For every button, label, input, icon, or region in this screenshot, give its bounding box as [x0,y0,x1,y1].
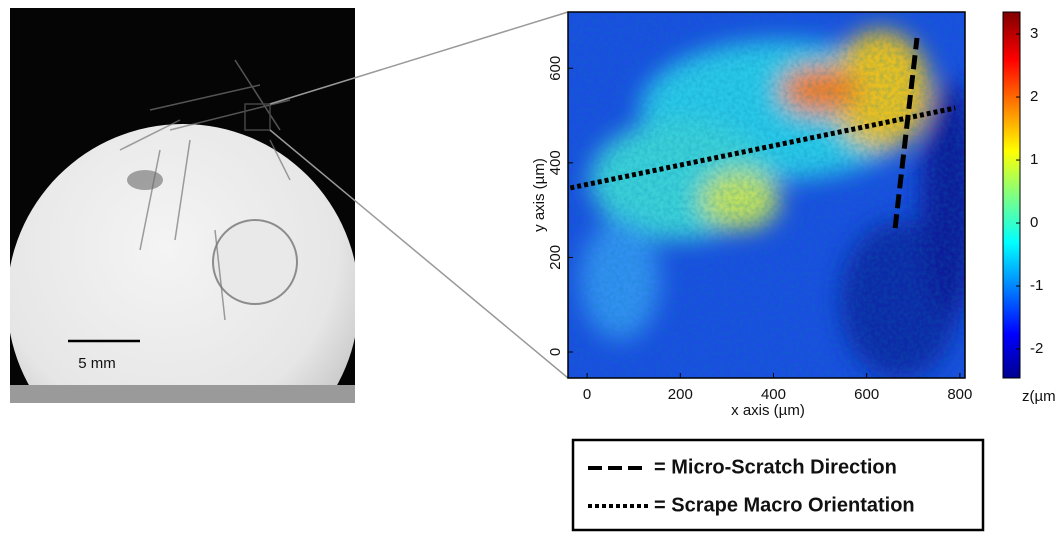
x-tick-label: 400 [761,386,786,403]
colorbar-label: z(µm) [1022,388,1056,405]
legend [571,438,985,532]
series-line [892,37,920,229]
colorbar-tick-label: 1 [1030,151,1038,168]
y-tick-label: 200 [547,245,564,270]
y-tick-label: 600 [547,56,564,81]
x-tick-label: 600 [854,386,879,403]
y-tick-label: 0 [547,348,564,356]
colorbar-tick-label: -1 [1030,277,1043,294]
colorbar-tick-label: 2 [1030,88,1038,105]
scale-bar-label: 5 mm [78,355,116,372]
legend-label: = Micro-Scratch Direction [654,456,897,478]
y-axis-label: y axis (µm) [531,158,548,232]
x-axis-label: x axis (µm) [731,402,805,419]
x-tick-label: 200 [668,386,693,403]
x-tick-label: 0 [583,386,591,403]
heatmap [568,12,965,378]
colorbar-tick-label: 0 [1030,214,1038,231]
colorbar-tick-label: -2 [1030,340,1043,357]
legend-label: = Scrape Macro Orientation [654,494,915,516]
photo: 5 mm [10,8,355,403]
series-line [569,105,956,191]
y-tick-label: 400 [547,150,564,175]
x-tick-label: 800 [947,386,972,403]
colorbar-tick-label: 3 [1030,25,1038,42]
